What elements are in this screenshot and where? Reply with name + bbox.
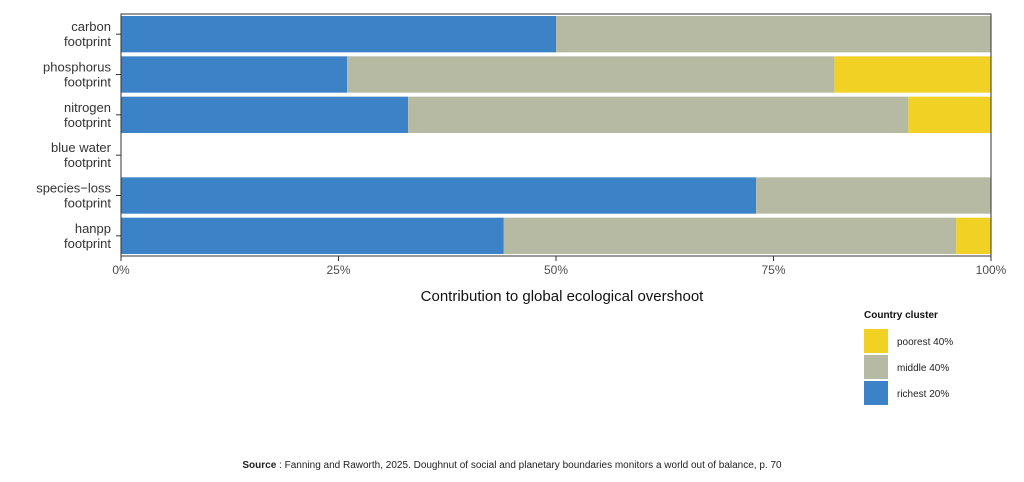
category-label-line: footprint	[64, 75, 111, 90]
x-tick-label: 0%	[112, 263, 130, 277]
x-tick-label: 75%	[761, 263, 785, 277]
category-label-line: nitrogen	[64, 100, 111, 115]
x-tick-label: 50%	[544, 263, 568, 277]
category-label: species−loss footprint	[36, 181, 111, 211]
legend: Country cluster poorest 40% middle 40% rich…	[864, 310, 953, 405]
legend-label: poorest 40%	[897, 337, 953, 348]
legend-swatch	[864, 381, 888, 405]
category-label: carbon footprint	[64, 19, 111, 49]
legend-title: Country cluster	[864, 310, 938, 321]
category-label-line: footprint	[64, 155, 111, 170]
source-text: : Fanning and Raworth, 2025. Doughnut of…	[276, 460, 782, 471]
bar-segment	[956, 217, 991, 254]
bar-segment	[121, 96, 409, 133]
legend-label: richest 20%	[897, 389, 949, 400]
category-label-line: blue water	[51, 140, 112, 155]
legend-swatch	[864, 355, 888, 379]
x-axis-title: Contribution to global ecological oversh…	[421, 288, 705, 305]
category-label: hanpp footprint	[64, 221, 111, 251]
bar-segment	[834, 56, 991, 93]
category-label-line: footprint	[64, 34, 111, 49]
category-label-line: phosphorus	[43, 60, 111, 75]
category-label-line: carbon	[71, 19, 111, 34]
bar-segment	[503, 217, 957, 254]
x-axis: 0% 25% 50% 75% 100%	[112, 256, 1007, 277]
bar-segment	[121, 217, 504, 254]
bar-segment	[121, 177, 757, 214]
source-label: Source	[242, 460, 277, 471]
bar-segment	[408, 96, 909, 133]
bar-segment	[121, 56, 348, 93]
category-label: nitrogen footprint	[64, 100, 111, 130]
category-label-line: hanpp	[75, 221, 111, 236]
bar-segment	[556, 16, 991, 53]
bar-segment	[121, 16, 556, 53]
legend-swatch	[864, 329, 888, 353]
legend-label: middle 40%	[897, 363, 949, 374]
category-label-line: footprint	[64, 115, 111, 130]
category-label-line: footprint	[64, 196, 111, 211]
category-label-line: species−loss	[36, 181, 111, 196]
bar-segment	[347, 56, 835, 93]
bar-segment	[908, 96, 991, 133]
x-tick-label: 100%	[976, 263, 1007, 277]
bar-segment	[756, 177, 991, 214]
bars-layer	[121, 16, 991, 254]
category-label: blue water footprint	[51, 140, 112, 170]
category-label: phosphorus footprint	[43, 60, 111, 90]
x-tick-label: 25%	[326, 263, 350, 277]
source-note: Source : Fanning and Raworth, 2025. Doug…	[0, 460, 1024, 471]
category-label-line: footprint	[64, 236, 111, 251]
